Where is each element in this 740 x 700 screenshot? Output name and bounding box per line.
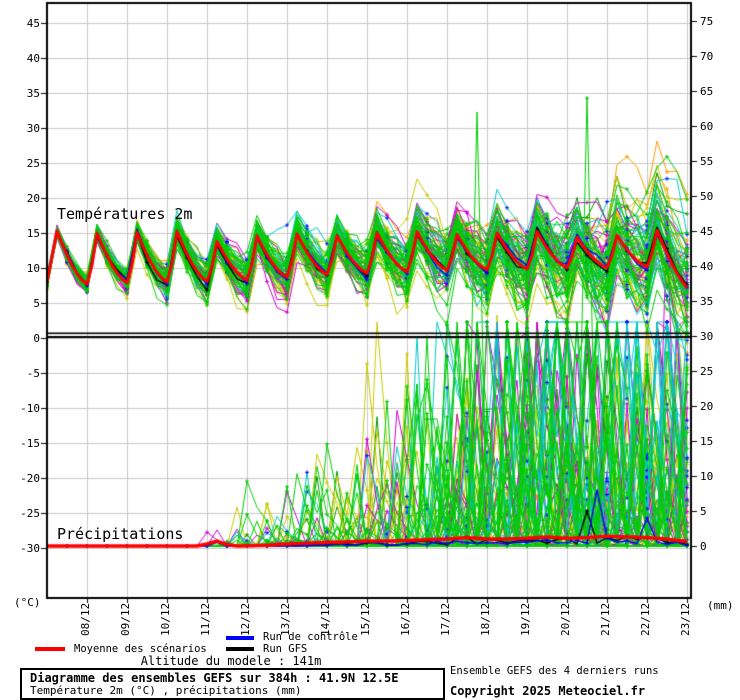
- left-axis-tick-label: 35: [26, 87, 40, 100]
- gfs-run-label: Run GFS: [263, 643, 308, 655]
- temperature-annotation: Températures 2m: [57, 205, 193, 223]
- x-axis-date-label: 20/12: [559, 602, 572, 636]
- right-axis-tick-label: 45: [700, 225, 714, 238]
- left-axis-tick-label: -5: [26, 367, 40, 380]
- right-axis-tick-label: 65: [700, 85, 714, 98]
- diagram-title: Diagramme des ensembles GEFS sur 384h : …: [30, 671, 399, 685]
- mean-swatch: [35, 647, 65, 651]
- right-axis-tick-label: 55: [700, 155, 714, 168]
- left-axis-tick-label: -30: [20, 542, 40, 555]
- diagram-subtitle: Température 2m (°C) , précipitations (mm…: [30, 684, 302, 697]
- left-axis-tick-label: -20: [20, 472, 40, 485]
- footer-title-box: Diagramme des ensembles GEFS sur 384h : …: [20, 668, 445, 700]
- x-axis-date-label: 08/12: [79, 602, 92, 636]
- x-axis-date-label: 19/12: [519, 602, 532, 636]
- left-axis-tick-label: 5: [33, 297, 40, 310]
- right-axis-tick-label: 15: [700, 435, 714, 448]
- left-axis-tick-label: 45: [26, 17, 40, 30]
- mean-label: Moyenne des scénarios: [74, 643, 207, 655]
- x-axis-date-label: 22/12: [639, 602, 652, 636]
- right-axis-tick-label: 25: [700, 365, 714, 378]
- right-axis-tick-label: 0: [700, 540, 707, 553]
- left-axis-tick-label: 15: [26, 227, 40, 240]
- left-axis-unit: (°C): [14, 596, 41, 609]
- left-axis-tick-label: 10: [26, 262, 40, 275]
- right-axis-tick-label: 40: [700, 260, 714, 273]
- left-axis-tick-label: -15: [20, 437, 40, 450]
- left-axis-tick-label: 0: [33, 332, 40, 345]
- right-axis-tick-label: 30: [700, 330, 714, 343]
- left-axis-tick-label: 25: [26, 157, 40, 170]
- gfs-run-swatch: [226, 647, 254, 651]
- x-axis-date-label: 12/12: [239, 602, 252, 636]
- precipitation-annotation: Précipitations: [57, 525, 184, 543]
- x-axis-date-label: 23/12: [679, 602, 692, 636]
- left-axis-tick-label: -25: [20, 507, 40, 520]
- right-axis-tick-label: 50: [700, 190, 714, 203]
- right-axis-tick-label: 10: [700, 470, 714, 483]
- x-axis-date-label: 11/12: [199, 602, 212, 636]
- left-axis-tick-label: 40: [26, 52, 40, 65]
- x-axis-date-label: 17/12: [439, 602, 452, 636]
- right-axis-tick-label: 75: [700, 15, 714, 28]
- x-axis-date-label: 10/12: [159, 602, 172, 636]
- left-axis-tick-label: 30: [26, 122, 40, 135]
- left-axis-tick-label: -10: [20, 402, 40, 415]
- right-axis-tick-label: 60: [700, 120, 714, 133]
- right-axis-tick-label: 5: [700, 505, 707, 518]
- x-axis-date-label: 09/12: [119, 602, 132, 636]
- right-axis-unit: (mm): [707, 599, 734, 612]
- right-axis-tick-label: 35: [700, 295, 714, 308]
- right-axis-tick-label: 70: [700, 50, 714, 63]
- right-axis-tick-label: 20: [700, 400, 714, 413]
- x-axis-date-label: 21/12: [599, 602, 612, 636]
- model-altitude: Altitude du modele : 141m: [140, 654, 322, 668]
- copyright: Copyright 2025 Meteociel.fr: [450, 684, 646, 698]
- control-run-swatch: [226, 636, 254, 640]
- left-axis-tick-label: 20: [26, 192, 40, 205]
- control-run-label: Run de contrôle: [263, 631, 358, 643]
- ensemble-chart-canvas: [0, 0, 740, 640]
- x-axis-date-label: 16/12: [399, 602, 412, 636]
- x-axis-date-label: 15/12: [359, 602, 372, 636]
- ensemble-info: Ensemble GEFS des 4 derniers runs: [450, 665, 659, 677]
- x-axis-date-label: 18/12: [479, 602, 492, 636]
